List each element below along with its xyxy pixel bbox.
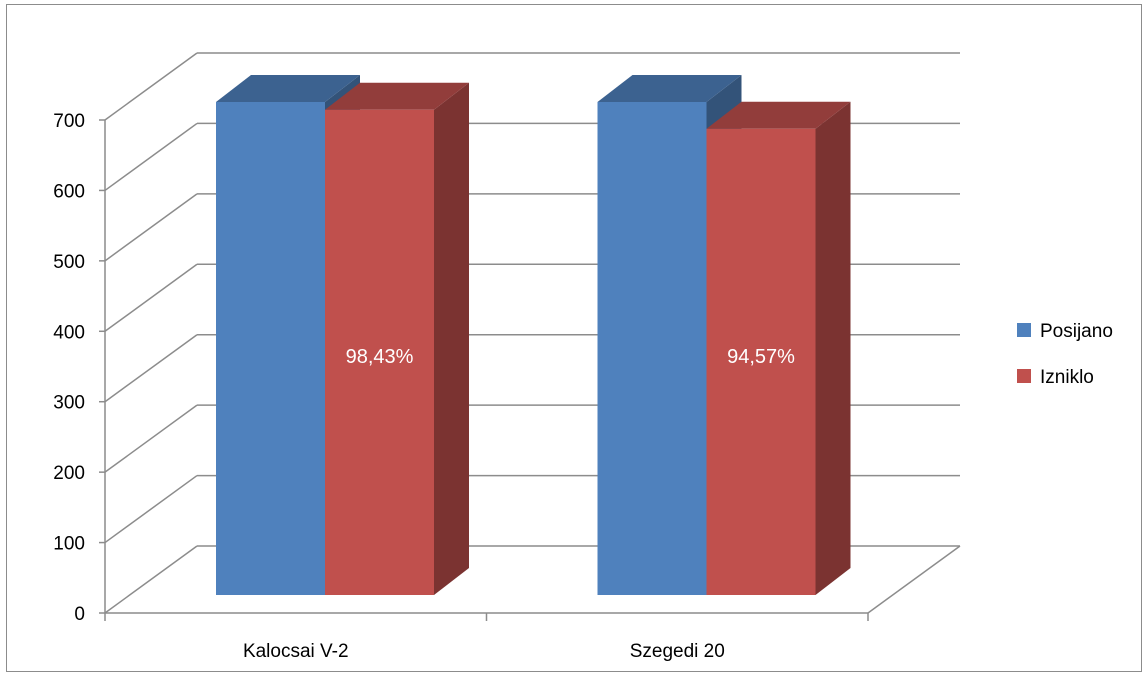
labels: 0 100 200 300 400 500 600 700 Kalocsai V-2 Szeged… xyxy=(53,111,795,662)
y-tick-label: 0 xyxy=(74,604,85,625)
gridline-side xyxy=(104,122,198,192)
y-tick-label: 700 xyxy=(53,111,85,132)
chart-frame xyxy=(6,4,1142,672)
legend-item: Izniklo xyxy=(1017,367,1094,388)
legend-swatch xyxy=(1017,369,1031,383)
bar-top xyxy=(597,75,742,102)
y-tick-label: 300 xyxy=(53,393,85,414)
bar-front xyxy=(706,128,816,595)
bar-front xyxy=(216,102,325,595)
y-tick-label: 400 xyxy=(53,322,85,343)
x-tick-label: Szegedi 20 xyxy=(630,641,725,662)
legend-label: Izniklo xyxy=(1040,367,1094,388)
bar-izniklo-2 xyxy=(706,101,851,596)
legend: Posijano Izniklo xyxy=(1017,321,1113,388)
bar-top xyxy=(325,82,469,110)
bar-side xyxy=(434,82,469,596)
data-label: 94,57% xyxy=(727,346,795,368)
gridline-side xyxy=(104,193,198,262)
floor-edge xyxy=(867,545,961,614)
bar-izniklo-1 xyxy=(325,82,469,596)
y-tick-label: 600 xyxy=(53,181,85,202)
legend-swatch xyxy=(1017,323,1031,337)
gridline-side xyxy=(104,545,198,614)
y-tick-label: 100 xyxy=(53,534,85,555)
bar-top xyxy=(706,101,851,129)
data-label: 98,43% xyxy=(346,346,414,368)
legend-label: Posijano xyxy=(1040,321,1113,342)
x-tick-label: Kalocsai V-2 xyxy=(243,641,349,662)
bar-front xyxy=(325,109,434,596)
bar-side xyxy=(815,101,851,596)
bar-front xyxy=(597,102,707,595)
bars xyxy=(216,75,851,596)
y-tick-label: 500 xyxy=(53,252,85,273)
y-tick-label: 200 xyxy=(53,463,85,484)
legend-item: Posijano xyxy=(1017,321,1113,342)
gridline-side xyxy=(104,52,198,121)
gridline-side xyxy=(104,334,198,403)
gridline-side xyxy=(104,474,198,544)
gridline-side xyxy=(104,263,198,332)
gridline-side xyxy=(104,404,198,473)
bar-top xyxy=(216,75,360,102)
